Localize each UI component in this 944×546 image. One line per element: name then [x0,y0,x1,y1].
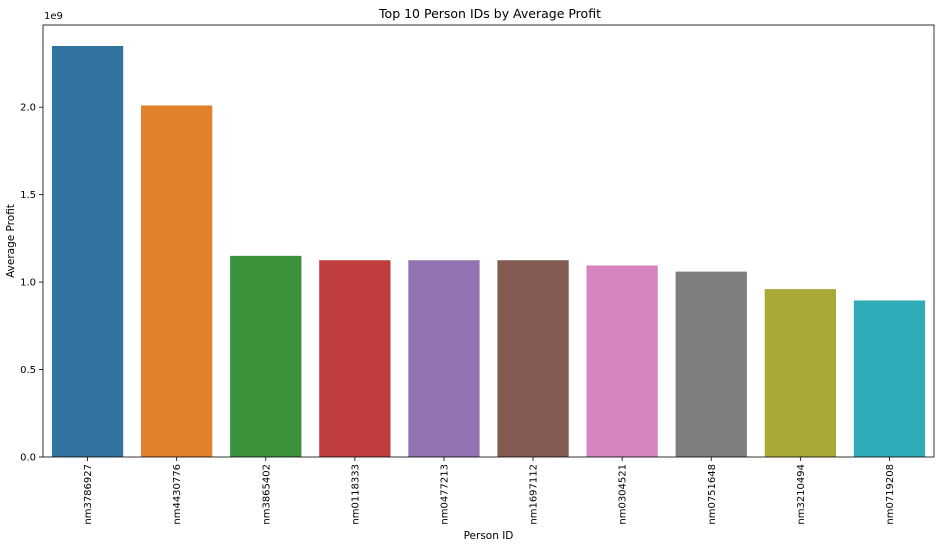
x-tick-label: nm0751648 [707,464,718,525]
x-tick-label: nm0719208 [885,464,896,525]
bar-nm4430776 [141,105,213,458]
x-tick-label: nm0304521 [618,464,629,525]
x-tick-label: nm3786927 [83,464,94,525]
bar-nm3865402 [230,255,302,457]
bar-nm0477213 [408,260,480,457]
chart-title: Top 10 Person IDs by Average Profit [378,6,601,21]
x-tick-label: nm3210494 [796,464,807,525]
y-tick-label: 1.5 [20,190,36,201]
x-axis: nm3786927 nm4430776 nm3865402 nm0118333 nm04… [83,457,896,525]
plot-frame [42,24,935,458]
y-axis-label: Average Profit [5,204,17,278]
x-tick-label: nm0118333 [350,464,361,525]
x-tick-label: nm3865402 [261,464,272,525]
y-tick-label: 1.0 [20,278,36,289]
bar-nm0118333 [319,260,391,457]
bar-nm0304521 [586,265,658,457]
y-tick-label: 0.5 [20,365,36,376]
bar-nm0719208 [853,300,926,457]
bar-nm3210494 [764,289,836,457]
x-tick-label: nm4430776 [172,464,183,525]
y-tick-label: 2.0 [20,103,36,114]
bar-nm3786927 [51,45,124,457]
y-axis: 0.0 0.5 1.0 1.5 2.0 [20,103,43,464]
x-tick-label: nm0477213 [439,464,450,525]
bar-nm1697112 [497,260,569,457]
bar-nm0751648 [675,271,747,457]
x-tick-label: nm1697112 [529,464,540,525]
bars-group [51,45,926,458]
x-axis-label: Person ID [464,530,514,542]
y-tick-label: 0.0 [20,453,36,464]
y-scale-label: 1e9 [44,11,63,22]
